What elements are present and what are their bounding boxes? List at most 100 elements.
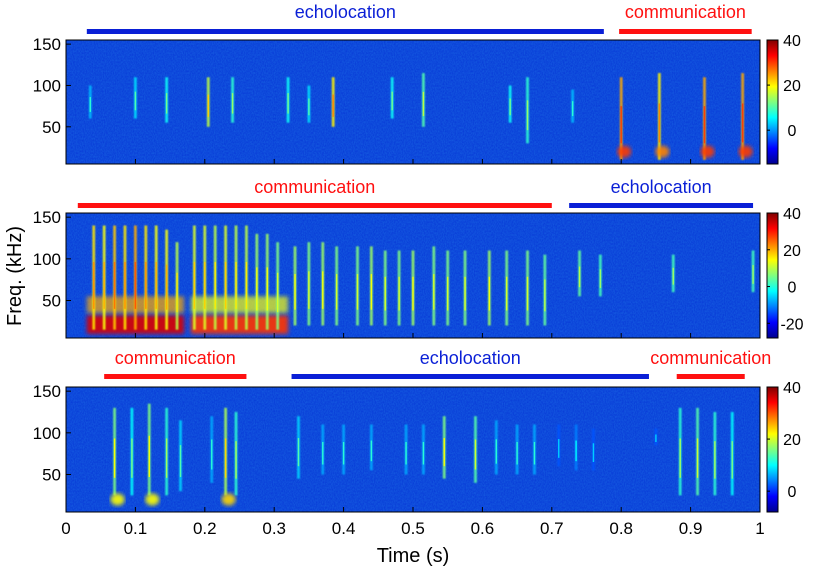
y-tick-label: 100 (33, 250, 61, 269)
call-mark (175, 242, 179, 330)
call-core (655, 434, 657, 442)
colorbar-gradient (767, 40, 778, 164)
call-mark (213, 225, 217, 330)
call-core (714, 441, 716, 479)
y-tick-label: 50 (42, 466, 61, 485)
y-tick-label: 150 (33, 382, 61, 401)
colorbar-tick-label: 20 (783, 243, 801, 260)
call-mark (411, 250, 415, 326)
call-core (443, 438, 445, 467)
call-core (509, 98, 511, 116)
call-mark (203, 225, 207, 330)
call-core (422, 442, 425, 465)
call-core (124, 261, 126, 309)
call-mark (592, 428, 595, 471)
call-core (679, 438, 681, 478)
call-core (526, 276, 529, 311)
call-mark (533, 424, 536, 475)
call-core (204, 261, 206, 309)
call-core (488, 276, 491, 311)
call-mark (276, 242, 280, 330)
y-axis-title: Freq. (kHz) (4, 226, 26, 326)
call-mark (738, 73, 753, 160)
call-mark (508, 85, 512, 123)
call-low-burst (221, 493, 236, 506)
call-core (391, 91, 393, 111)
colorbar-tick-label: 0 (788, 123, 797, 140)
panel-3: 50 100 150 0 0.1 0.2 0.3 0.4 0.5 0.6 0.7 0.8 0.9 1 0 20… (33, 348, 801, 538)
colorbar-tick-label: 40 (783, 33, 801, 50)
communication-label: communication (625, 2, 746, 22)
echolocation-label: echolocation (420, 348, 521, 368)
call-core (89, 97, 91, 112)
call-core (155, 261, 157, 309)
call-core (308, 98, 310, 116)
call-mark (321, 424, 325, 475)
call-core (245, 261, 248, 309)
call-mark (487, 250, 491, 326)
call-mark (113, 225, 116, 330)
call-core (214, 261, 216, 309)
call-core (134, 261, 137, 309)
call-mark (422, 424, 425, 475)
spectrogram-plot (66, 213, 760, 338)
call-mark (102, 225, 106, 330)
call-mark (383, 250, 387, 326)
call-core (384, 276, 386, 311)
x-tick-label: 0.7 (540, 519, 564, 538)
call-core (370, 274, 373, 310)
call-core (342, 442, 345, 465)
call-core (179, 445, 182, 477)
call-mark (88, 85, 92, 119)
call-core (266, 267, 268, 311)
call-mark (494, 420, 498, 475)
call-core (741, 103, 744, 143)
x-tick-label: 0.9 (679, 519, 703, 538)
call-mark (678, 407, 682, 496)
call-mark (130, 407, 134, 496)
call-mark (145, 403, 160, 506)
call-core (134, 91, 137, 111)
x-tick-label: 1 (755, 519, 764, 538)
call-low-burst (700, 145, 715, 158)
colorbar: 0 20 40 (766, 33, 801, 165)
x-tick-label: 0.6 (471, 519, 495, 538)
call-core (356, 274, 359, 310)
call-mark (671, 254, 675, 293)
call-low-burst (110, 493, 125, 506)
call-core (575, 440, 577, 462)
call-core (592, 443, 595, 462)
call-mark (598, 254, 602, 297)
call-mark (307, 242, 311, 326)
call-mark (404, 424, 408, 475)
communication-label: communication (115, 348, 236, 368)
spectrogram-plot (66, 40, 760, 164)
echolocation-bar (291, 374, 649, 379)
call-mark (293, 246, 297, 326)
call-core (294, 274, 296, 310)
call-mark (331, 77, 335, 127)
call-low-burst (145, 493, 160, 506)
call-mark (515, 424, 519, 475)
colorbar-tick-label: 0 (788, 280, 797, 297)
call-mark (390, 77, 394, 119)
colorbar-gradient (767, 213, 778, 338)
colorbar-frame (766, 39, 779, 165)
call-mark (321, 242, 325, 326)
call-mark (165, 77, 169, 123)
x-tick-label: 0.2 (193, 519, 217, 538)
call-mark (526, 250, 529, 326)
call-mark (245, 225, 248, 330)
noise-texture (66, 40, 760, 164)
call-mark (730, 412, 734, 496)
call-core (422, 91, 425, 117)
call-mark (617, 77, 632, 160)
echolocation-label: echolocation (295, 2, 396, 22)
communication-bar (77, 203, 552, 208)
call-core (571, 101, 574, 117)
call-mark (234, 225, 238, 330)
call-core (207, 94, 209, 117)
x-tick-label: 0.1 (124, 519, 148, 538)
call-core (113, 438, 116, 478)
call-mark (422, 73, 425, 127)
